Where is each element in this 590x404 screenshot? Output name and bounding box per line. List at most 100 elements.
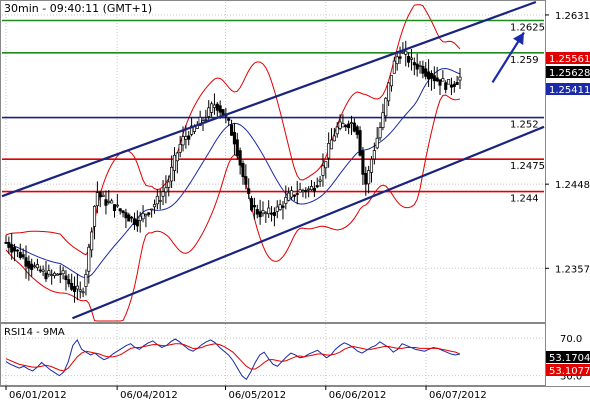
candle-body (392, 60, 396, 74)
rsi-value-label: 53.1077 (549, 366, 590, 377)
candle-body (387, 82, 391, 102)
candle-body (250, 198, 254, 211)
candle-body (218, 105, 222, 113)
candle-body (444, 82, 448, 90)
price-box-label: 1.25411 (549, 85, 590, 96)
price-panel (0, 0, 546, 323)
candle-body (278, 204, 282, 211)
candle-body (38, 269, 42, 272)
candle-body (429, 73, 433, 79)
candle-body (81, 291, 85, 294)
level-label: 1.252 (510, 120, 539, 131)
candle-body (70, 282, 74, 290)
y-tick-label: 1.2357 (555, 264, 590, 275)
candle-body (101, 194, 105, 197)
candle-body (104, 199, 108, 206)
candle-body (369, 158, 374, 173)
candle-body (395, 56, 399, 64)
projection-arrow (491, 31, 525, 84)
candle-body (272, 212, 276, 216)
candle-body (458, 76, 462, 81)
candle-body (364, 173, 368, 185)
candle-body (449, 84, 453, 88)
candle-body (132, 218, 137, 225)
rsi-value-label: 53.1704 (549, 353, 590, 364)
candle-body (172, 154, 177, 171)
channel-lower (72, 125, 545, 320)
candle-body (152, 204, 157, 208)
candle-body (415, 63, 419, 70)
candle-body (384, 97, 388, 117)
candle-body (447, 79, 451, 85)
candle-body (238, 150, 242, 166)
candle-body (309, 186, 314, 191)
candle-body (198, 117, 202, 126)
candle-body (67, 279, 71, 285)
candle-body (161, 191, 165, 197)
candle-body (138, 215, 142, 221)
candle-body (295, 193, 299, 195)
candle-body (175, 152, 179, 162)
moving-average (5, 68, 461, 279)
candle-body (315, 185, 319, 188)
trend-channel (1, 0, 545, 320)
bollinger-bands (5, 4, 461, 322)
candle-body (252, 205, 256, 208)
candle-body (372, 150, 376, 160)
candle-body (261, 210, 265, 214)
candle-body (349, 122, 354, 124)
level-label: 1.2475 (510, 161, 545, 172)
candle-body (52, 272, 57, 277)
candle-body (158, 200, 162, 202)
candle-body (361, 150, 365, 175)
candle-body (258, 211, 262, 218)
candle-body (355, 126, 359, 135)
ma-line (5, 68, 461, 279)
candle-body (301, 190, 305, 193)
level-label: 1.2625 (510, 22, 545, 33)
labels: 06/01/2012 06/04/2012 06/05/2012 06/06/2012… (5, 11, 590, 401)
candle-body (47, 270, 51, 275)
candle-body (21, 254, 25, 258)
candle-body (358, 130, 362, 156)
candle-body (287, 192, 291, 201)
candle-body (241, 163, 245, 177)
candle-body (452, 83, 456, 87)
candle-body (130, 216, 134, 219)
candle-body (187, 135, 191, 140)
candle-body (84, 274, 88, 287)
candle-body (75, 285, 79, 290)
candle-body (412, 62, 416, 66)
candle-body (72, 286, 77, 292)
candle-body (18, 251, 22, 258)
candle-body (298, 189, 302, 193)
candle-body (210, 103, 214, 113)
price-box-label: 1.25561 (549, 54, 590, 65)
candle-body (329, 139, 334, 150)
candle-body (389, 75, 394, 87)
candle-body (407, 55, 411, 63)
candle-body (150, 208, 154, 211)
candle-body (61, 270, 65, 275)
candle-body (232, 131, 236, 145)
rsi-panel (0, 323, 546, 386)
candles (4, 40, 462, 303)
candle-body (127, 214, 131, 222)
candle-body (10, 244, 14, 253)
candle-body (307, 188, 311, 191)
rsi-value-box (546, 351, 590, 363)
candle-body (244, 176, 248, 185)
candle-body (344, 125, 348, 128)
candle-body (124, 212, 128, 219)
x-tick-label: 06/06/2012 (329, 390, 387, 400)
candle-body (235, 139, 239, 157)
candle-body (170, 166, 174, 182)
candle-body (212, 104, 216, 108)
candle-body (441, 78, 445, 82)
candle-body (178, 143, 182, 153)
candle-body (275, 206, 279, 212)
candle-body (204, 119, 208, 121)
candle-body (338, 121, 342, 129)
candle-body (147, 212, 151, 215)
